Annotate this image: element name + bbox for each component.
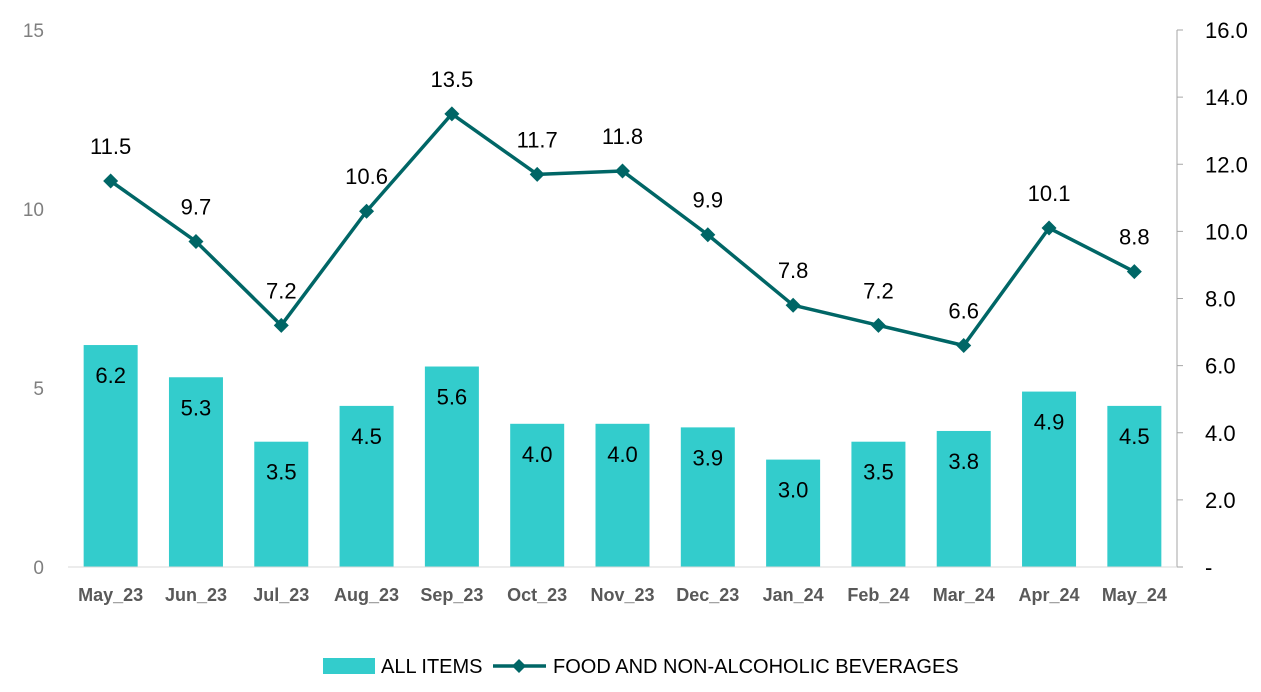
bar-label-Apr_24: 4.9 bbox=[1034, 410, 1065, 435]
bar-Dec_23 bbox=[680, 427, 735, 567]
food-label-Jan_24: 7.8 bbox=[778, 258, 809, 283]
food-marker-Mar_24 bbox=[956, 337, 972, 353]
line-series bbox=[103, 106, 1142, 353]
category-label-Apr_24: Apr_24 bbox=[1019, 585, 1080, 605]
food-label-May_23: 11.5 bbox=[90, 134, 131, 159]
legend: ALL ITEMS FOOD AND NON-ALCOHOLIC BEVERAG… bbox=[323, 656, 959, 678]
legend-label-all-items: ALL ITEMS bbox=[381, 656, 483, 678]
food-label-Apr_24: 10.1 bbox=[1028, 181, 1071, 206]
bar-label-Jul_23: 3.5 bbox=[266, 460, 297, 485]
bar-label-Jun_23: 5.3 bbox=[181, 395, 212, 420]
bar-Aug_23 bbox=[339, 405, 394, 567]
food-marker-Nov_23 bbox=[615, 163, 630, 179]
bar-Jul_23 bbox=[254, 441, 309, 567]
right-tick-label: 8.0 bbox=[1205, 287, 1236, 312]
right-tick-label: 14.0 bbox=[1205, 85, 1248, 110]
right-tick-label: 10.0 bbox=[1205, 219, 1248, 244]
category-label-May_23: May_23 bbox=[78, 585, 143, 605]
bar-label-Mar_24: 3.8 bbox=[948, 449, 979, 474]
bar-label-Dec_23: 3.9 bbox=[693, 445, 724, 470]
category-label-Jul_23: Jul_23 bbox=[253, 585, 309, 605]
food-marker-Dec_23 bbox=[700, 227, 716, 243]
right-tick-label: 16.0 bbox=[1205, 18, 1248, 43]
bar-Jun_23 bbox=[168, 377, 223, 567]
food-marker-May_23 bbox=[103, 173, 119, 189]
left-tick-label: 5 bbox=[33, 379, 44, 400]
bar-Mar_24 bbox=[936, 430, 991, 567]
food-marker-Oct_23 bbox=[529, 166, 545, 182]
food-marker-Aug_23 bbox=[359, 203, 375, 219]
right-tick-label: 4.0 bbox=[1205, 421, 1236, 446]
left-tick-label: 0 bbox=[33, 558, 44, 579]
bar-Oct_23 bbox=[510, 423, 565, 567]
bar-Nov_23 bbox=[595, 423, 650, 567]
bar-Sep_23 bbox=[424, 366, 479, 567]
left-tick-label: 10 bbox=[23, 200, 44, 221]
category-label-Mar_24: Mar_24 bbox=[933, 585, 995, 605]
food-label-Sep_23: 13.5 bbox=[430, 67, 473, 92]
bar-label-Feb_24: 3.5 bbox=[863, 460, 894, 485]
food-label-Feb_24: 7.2 bbox=[863, 278, 894, 303]
bar-label-Nov_23: 4.0 bbox=[607, 442, 638, 467]
legend-swatch-all-items bbox=[323, 658, 375, 674]
food-label-Jun_23: 9.7 bbox=[181, 194, 212, 219]
category-label-Dec_23: Dec_23 bbox=[676, 585, 739, 605]
category-label-May_24: May_24 bbox=[1102, 585, 1167, 605]
food-label-Jul_23: 7.2 bbox=[266, 278, 297, 303]
food-marker-Jan_24 bbox=[785, 297, 801, 313]
bar-label-Sep_23: 5.6 bbox=[437, 385, 468, 410]
category-label-Jun_23: Jun_23 bbox=[165, 585, 227, 605]
bar-Jan_24 bbox=[766, 459, 821, 567]
food-label-Mar_24: 6.6 bbox=[948, 298, 979, 323]
food-label-Dec_23: 9.9 bbox=[693, 188, 724, 213]
bar-label-Oct_23: 4.0 bbox=[522, 442, 553, 467]
bar-label-Aug_23: 4.5 bbox=[351, 424, 382, 449]
food-marker-Jun_23 bbox=[188, 233, 204, 249]
category-label-Jan_24: Jan_24 bbox=[763, 585, 824, 605]
line-labels: 11.5 9.7 7.2 10.6 13.5 11.7 11.8 9.9 7.8 7.2 6.6 10… bbox=[90, 67, 1150, 324]
food-marker-May_24 bbox=[1126, 264, 1142, 280]
legend-swatch-food-marker bbox=[512, 659, 526, 673]
food-label-Oct_23: 11.7 bbox=[517, 127, 558, 152]
food-label-May_24: 8.8 bbox=[1119, 225, 1150, 250]
bar-labels: 6.2 5.3 3.5 4.5 5.6 4.0 4.0 3.9 3.0 3.5 3.8 4.9 4.5 bbox=[95, 363, 1149, 503]
right-axis: - 2.0 4.0 6.0 8.0 10.0 12.0 14.0 16.0 bbox=[1176, 18, 1248, 580]
right-tick-label: 6.0 bbox=[1205, 354, 1236, 379]
left-axis-ticks: 0 5 10 15 bbox=[23, 21, 44, 579]
food-marker-Apr_24 bbox=[1041, 220, 1057, 236]
food-label-Aug_23: 10.6 bbox=[345, 164, 388, 189]
bar-May_24 bbox=[1107, 405, 1162, 567]
bar-May_23 bbox=[83, 345, 138, 567]
right-tick-label: - bbox=[1205, 555, 1212, 580]
bar-label-Jan_24: 3.0 bbox=[778, 478, 809, 503]
bar-series bbox=[83, 345, 1162, 567]
category-label-Aug_23: Aug_23 bbox=[334, 585, 399, 605]
category-label-Sep_23: Sep_23 bbox=[420, 585, 483, 605]
right-tick-label: 2.0 bbox=[1205, 488, 1236, 513]
food-label-Nov_23: 11.8 bbox=[602, 124, 643, 149]
food-marker-Jul_23 bbox=[273, 317, 289, 333]
food-marker-Feb_24 bbox=[870, 317, 886, 333]
bar-Apr_24 bbox=[1022, 391, 1077, 567]
category-label-Oct_23: Oct_23 bbox=[507, 585, 567, 605]
food-marker-Sep_23 bbox=[444, 106, 460, 122]
category-axis: May_23 Jun_23 Jul_23 Aug_23 Sep_23 Oct_23 Nov_… bbox=[78, 585, 1167, 605]
right-tick-label: 12.0 bbox=[1205, 152, 1248, 177]
left-tick-label: 15 bbox=[23, 21, 44, 42]
legend-label-food: FOOD AND NON-ALCOHOLIC BEVERAGES bbox=[553, 656, 959, 678]
bar-label-May_23: 6.2 bbox=[95, 363, 126, 388]
bar-label-May_24: 4.5 bbox=[1119, 424, 1150, 449]
bar-Feb_24 bbox=[851, 441, 906, 567]
category-label-Nov_23: Nov_23 bbox=[590, 585, 654, 605]
category-label-Feb_24: Feb_24 bbox=[847, 585, 909, 605]
